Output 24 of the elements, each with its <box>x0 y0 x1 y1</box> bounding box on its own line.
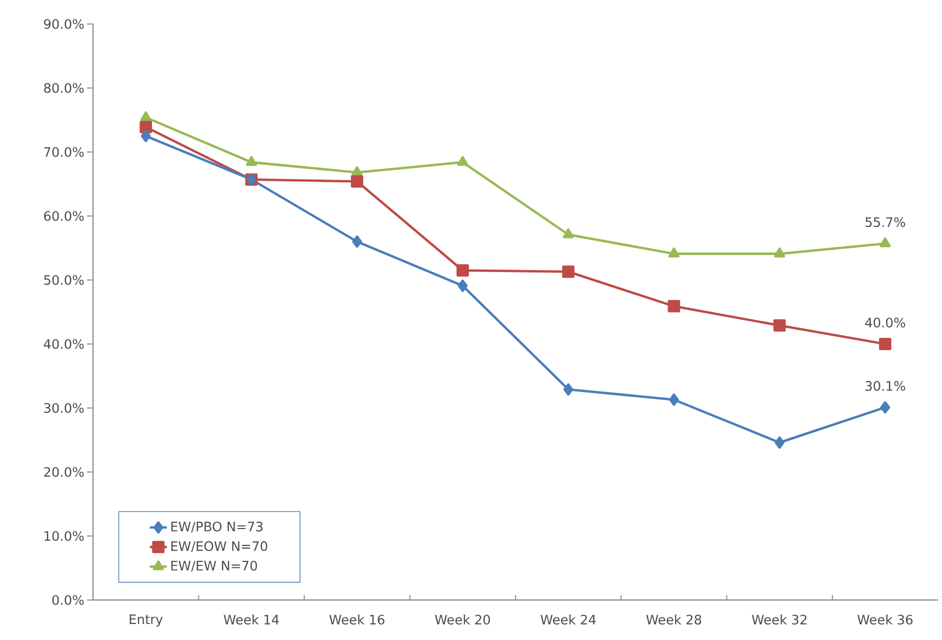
x-tick-label: Week 14 <box>224 614 279 625</box>
data-label: 40.0% <box>865 318 906 328</box>
x-tick-label: Week 32 <box>752 614 806 625</box>
legend-label: EW/EOW N=70 <box>171 541 268 552</box>
x-tick-label: Week 16 <box>329 614 384 625</box>
y-tick-label: 90.0% <box>44 19 84 29</box>
legend-label: EW/PBO N=73 <box>171 522 262 532</box>
legend-label: EW/EW N=70 <box>171 560 257 572</box>
x-tick-label: Week 36 <box>857 614 913 625</box>
y-tick-label: 70.0% <box>44 147 84 157</box>
y-tick-label: 30.0% <box>44 403 84 413</box>
data-label: 55.7% <box>866 217 906 228</box>
x-tick-label: Week 28 <box>646 614 702 625</box>
x-tick-label: Week 20 <box>434 614 490 625</box>
y-tick-label: 50.0% <box>44 275 84 285</box>
y-tick-label: 0.0% <box>52 595 84 605</box>
y-tick-label: 80.0% <box>44 83 84 93</box>
y-tick-label: 60.0% <box>44 211 84 221</box>
y-tick-label: 20.0% <box>44 467 84 477</box>
x-tick-label: Entry <box>130 614 163 627</box>
y-tick-label: 10.0% <box>44 531 84 541</box>
data-label: 30.1% <box>866 381 906 391</box>
x-tick-label: Week 24 <box>540 614 596 625</box>
y-tick-label: 40.0% <box>44 339 84 349</box>
